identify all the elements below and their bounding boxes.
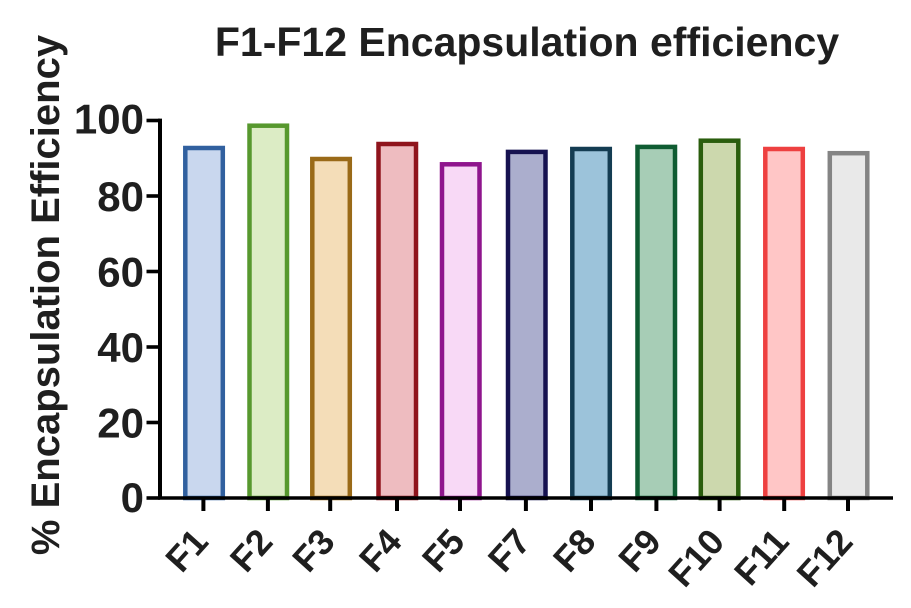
svg-text:0: 0 xyxy=(121,474,144,521)
svg-text:60: 60 xyxy=(97,249,144,296)
svg-text:% Encapsulation Efficiency: % Encapsulation Efficiency xyxy=(24,34,68,555)
svg-text:F1-F12 Encapsulation efficienc: F1-F12 Encapsulation efficiency xyxy=(215,19,839,65)
svg-text:20: 20 xyxy=(97,400,144,447)
svg-text:100: 100 xyxy=(74,96,144,143)
svg-text:80: 80 xyxy=(97,173,144,220)
svg-text:40: 40 xyxy=(97,324,144,371)
